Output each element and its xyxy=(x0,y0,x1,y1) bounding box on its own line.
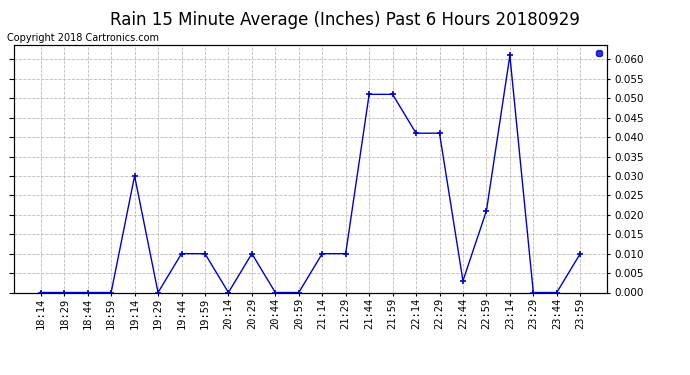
Text: Copyright 2018 Cartronics.com: Copyright 2018 Cartronics.com xyxy=(7,33,159,43)
Legend:  xyxy=(595,50,602,57)
Text: Rain 15 Minute Average (Inches) Past 6 Hours 20180929: Rain 15 Minute Average (Inches) Past 6 H… xyxy=(110,11,580,29)
